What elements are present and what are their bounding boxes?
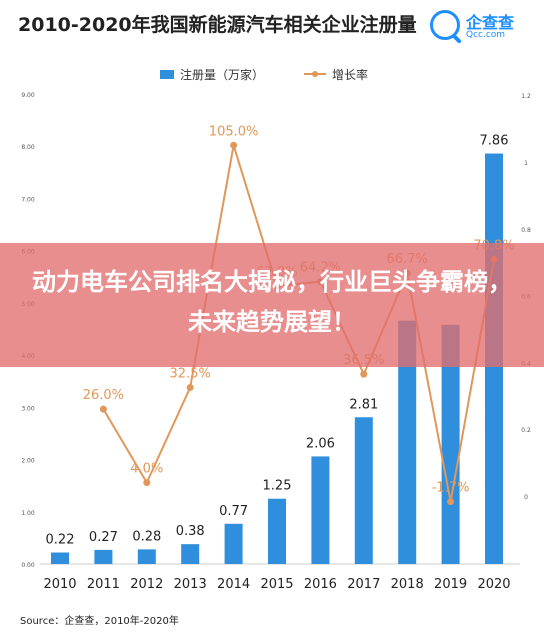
legend-line-label: 增长率 (332, 67, 369, 82)
bar-value-label: 2.81 (349, 397, 378, 412)
x-tick-label: 2012 (130, 577, 163, 592)
y-left-tick-label: 3.00 (21, 405, 35, 412)
bar (398, 320, 417, 564)
legend-bar-swatch (160, 69, 174, 79)
bar (441, 324, 460, 564)
growth-rate-point (447, 498, 455, 506)
growth-rate-label: 32.5% (170, 366, 211, 381)
bar-value-label: 1.25 (263, 479, 292, 494)
x-tick-label: 2015 (260, 577, 293, 592)
y-left-tick-label: 9.00 (21, 92, 35, 99)
bar-value-label: 0.27 (89, 530, 118, 545)
chart-title: 2010-2020年我国新能源汽车相关企业注册量 (18, 14, 417, 36)
x-tick-label: 2011 (87, 577, 120, 592)
growth-rate-point (230, 141, 238, 149)
source-note: Source：企查查，2010年-2020年 (20, 616, 179, 627)
growth-rate-label: -1.7% (432, 481, 470, 496)
headline-banner (0, 243, 544, 367)
logo-url: Qcc.com (466, 30, 506, 40)
y-right-tick-label: 1 (524, 160, 528, 167)
growth-rate-point (360, 370, 368, 378)
bar (354, 417, 373, 564)
x-tick-label: 2017 (347, 577, 380, 592)
y-left-tick-label: 7.00 (21, 196, 35, 203)
y-left-tick-label: 0.00 (21, 562, 35, 569)
bar (137, 549, 156, 564)
bar-value-label: 0.22 (46, 533, 75, 548)
growth-rate-point (186, 383, 194, 391)
x-tick-label: 2013 (174, 577, 207, 592)
x-tick-label: 2020 (477, 577, 510, 592)
bar-value-label: 0.77 (219, 504, 248, 519)
x-tick-label: 2018 (391, 577, 424, 592)
growth-rate-label: 4.0% (130, 462, 163, 477)
magnifier-logo-icon (430, 10, 460, 40)
y-right-tick-label: 1.2 (521, 93, 531, 100)
logo-name: 企查查 (466, 13, 515, 32)
legend: 注册量（万家） 增长率 (160, 66, 368, 82)
growth-rate-label: 26.0% (83, 388, 124, 403)
growth-rate-point (143, 479, 151, 487)
legend-line-swatch (304, 71, 327, 77)
y-right-tick-label: 0.2 (521, 427, 531, 434)
bar (311, 456, 330, 564)
growth-rate-point (99, 405, 107, 413)
x-tick-label: 2010 (43, 577, 76, 592)
brand-logo: 企查查 Qcc.com (430, 6, 538, 46)
bar (94, 549, 113, 564)
x-tick-label: 2019 (434, 577, 467, 592)
bar-value-label: 7.86 (480, 134, 509, 149)
y-right-tick-label: 0.8 (521, 227, 531, 234)
bar-value-label: 0.38 (176, 524, 205, 539)
header: 2010-2020年我国新能源汽车相关企业注册量 企查查 Qcc.com (0, 0, 544, 46)
y-left-tick-label: 8.00 (21, 144, 35, 151)
y-left-tick-label: 2.00 (21, 458, 35, 465)
bar (51, 552, 69, 564)
bar-value-label: 0.28 (132, 529, 161, 544)
y-left-tick-label: 1.00 (21, 510, 35, 517)
bar (224, 523, 243, 564)
bar (268, 498, 286, 564)
x-tick-label: 2014 (217, 577, 250, 592)
growth-rate-label: 105.0% (209, 124, 259, 139)
y-right-tick-label: 0 (524, 494, 528, 501)
x-tick-label: 2016 (304, 577, 337, 592)
bar (181, 544, 200, 564)
legend-bar-label: 注册量（万家） (180, 67, 265, 82)
bar-value-label: 2.06 (306, 436, 335, 451)
headline-text: 动力电车公司排名大揭秘，行业巨头争霸榜，未来趋势展望！ (32, 268, 512, 336)
